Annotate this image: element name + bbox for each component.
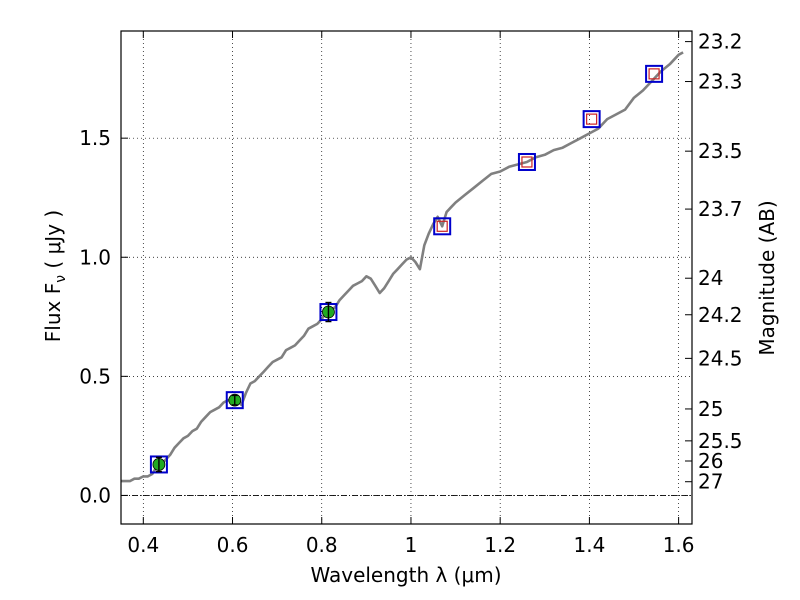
y-tick-label: 1.5 <box>79 126 111 150</box>
y-axis-label-unit: ( μJy ) <box>41 210 65 275</box>
x-axis-label: Wavelength λ (μm) <box>310 563 501 587</box>
x-tick-label: 0.6 <box>217 533 249 557</box>
magnitude-tick-label: 24 <box>698 266 723 290</box>
model-photometry-marker <box>645 64 664 83</box>
magnitude-tick-label: 23.5 <box>698 139 743 163</box>
y-axis-ticks: 0.0 0.5 1.0 1.5 <box>79 126 128 507</box>
magnitude-tick-label: 25.5 <box>698 429 743 453</box>
upper-limit-marker <box>648 68 660 80</box>
model-photometry-marker <box>225 391 244 410</box>
y-axis-label: Flux Fν ( μJy ) <box>41 210 69 342</box>
upper-limit-marker <box>521 156 533 168</box>
y-tick-label: 0.5 <box>79 364 111 388</box>
y-tick-label: 1.0 <box>79 245 111 269</box>
x-tick-label: 1 <box>405 533 418 557</box>
magnitude-tick-label: 23.2 <box>698 30 743 54</box>
upper-limit-marker <box>586 113 598 125</box>
magnitude-tick-label: 23.3 <box>698 70 743 94</box>
model-photometry-marker <box>517 152 536 171</box>
x-tick-label: 1.6 <box>663 533 695 557</box>
x-tick-label: 0.4 <box>127 533 159 557</box>
magnitude-tick-label: 23.7 <box>698 197 743 221</box>
upper-limit-marker <box>436 220 448 232</box>
model-photometry-marker <box>582 110 601 129</box>
model-photometry-marker <box>149 455 168 474</box>
magnitude-tick-label: 24.2 <box>698 303 743 327</box>
magnitude-tick-label: 24.5 <box>698 346 743 370</box>
model-photometry-marker <box>433 217 452 236</box>
y-tick-label: 0.0 <box>79 483 111 507</box>
magnitude-axis-label: Magnitude (AB) <box>755 200 779 355</box>
model-spectrum-line <box>121 51 684 483</box>
photometry-markers <box>149 64 664 474</box>
magnitude-tick-label: 26 <box>698 449 723 473</box>
magnitude-tick-label: 25 <box>698 397 723 421</box>
grid-lines <box>121 31 692 524</box>
magnitude-tick-label: 27 <box>698 470 723 494</box>
y-axis-label-main: Flux F <box>41 283 65 342</box>
plot-frame <box>120 30 693 525</box>
x-tick-label: 1.4 <box>573 533 605 557</box>
x-tick-label: 1.2 <box>484 533 516 557</box>
x-tick-label: 0.8 <box>306 533 338 557</box>
y-axis-label-subscript: ν <box>53 275 69 283</box>
x-axis-ticks: 0.4 0.6 0.8 1 1.2 1.4 1.6 <box>127 31 695 557</box>
